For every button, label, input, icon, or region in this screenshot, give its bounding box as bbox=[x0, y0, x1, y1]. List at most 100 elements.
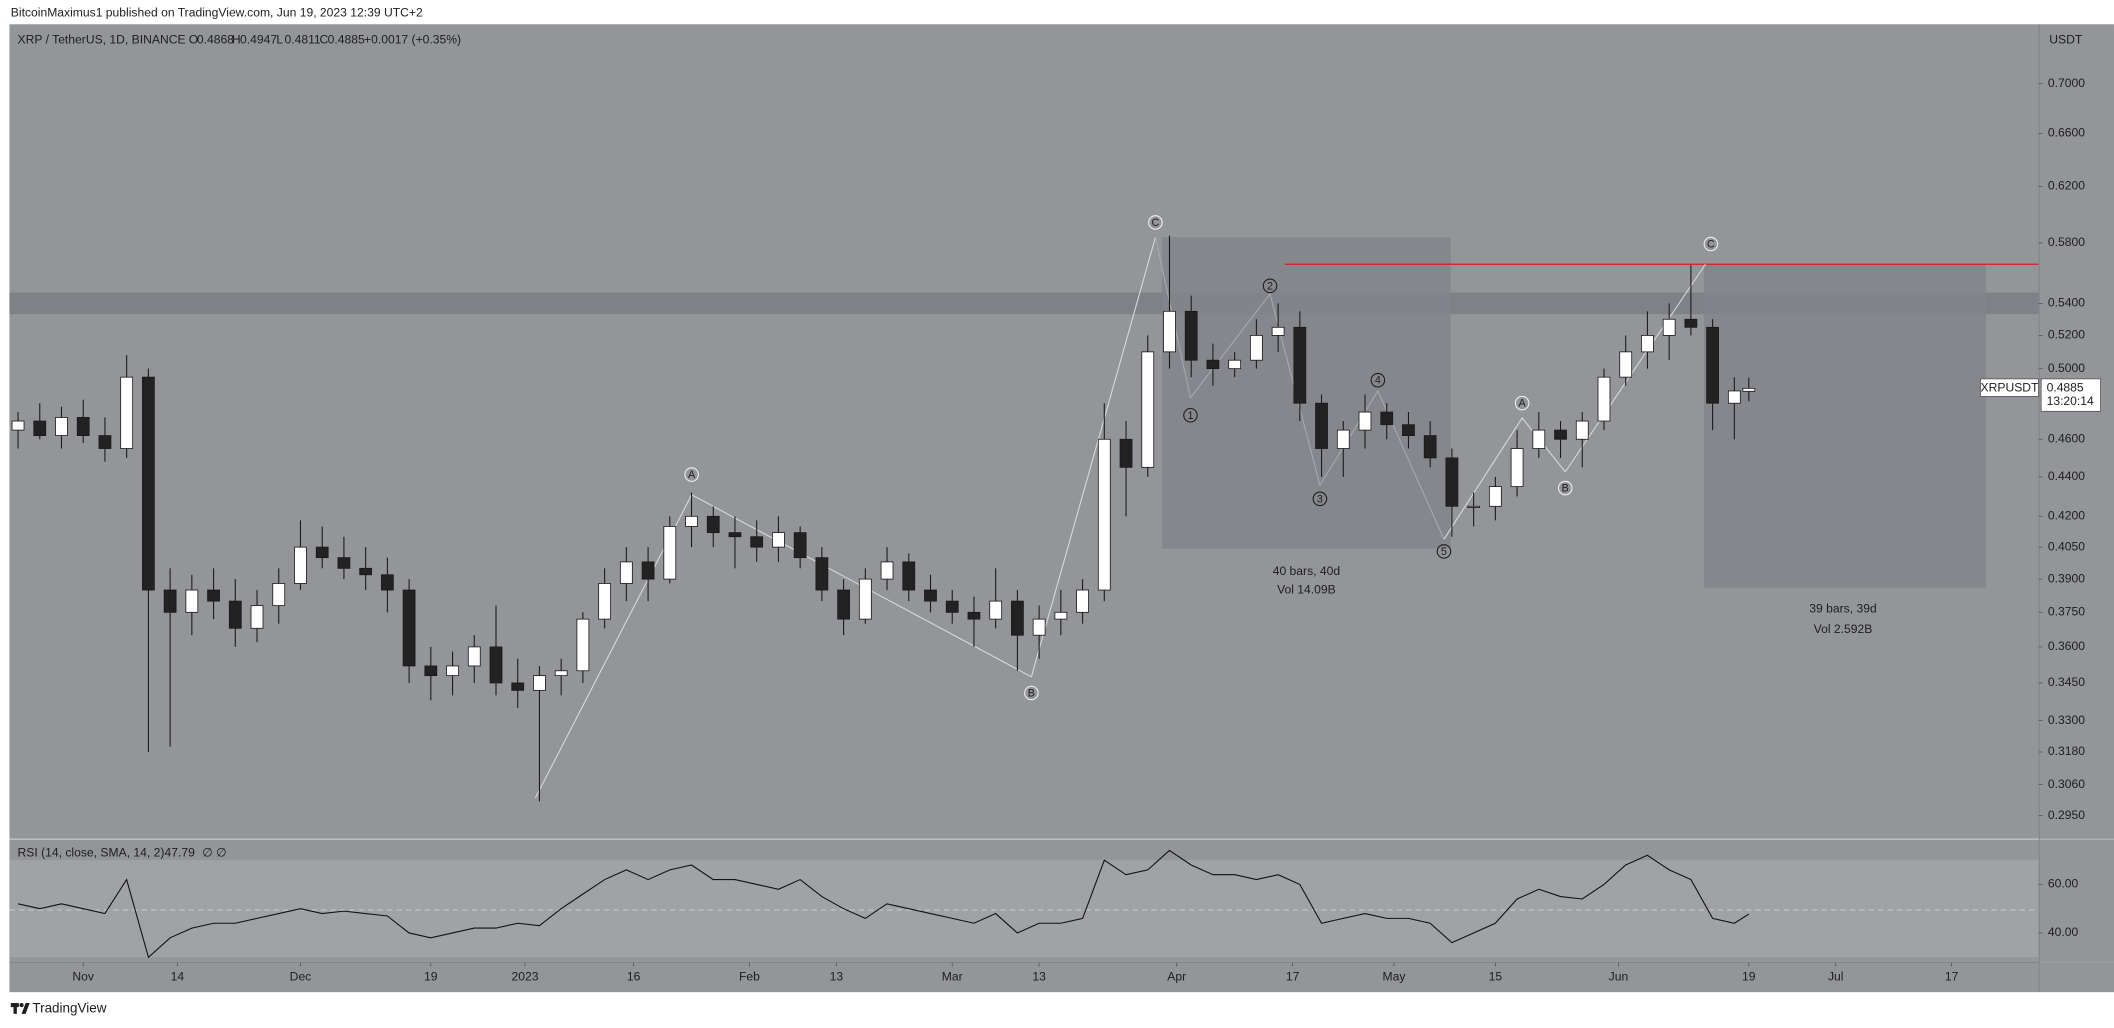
rsi-label: RSI (14, close, SMA, 14, 2) bbox=[18, 846, 165, 860]
candle-body bbox=[294, 546, 307, 584]
candle-body bbox=[1228, 359, 1242, 370]
candle-body bbox=[315, 546, 329, 559]
box-volume: Vol 2.592B bbox=[1814, 622, 1873, 636]
candle-body bbox=[1532, 429, 1546, 449]
price-axis bbox=[2038, 24, 2114, 963]
y-tick-label: 0.5000 bbox=[2048, 361, 2085, 375]
candle-body bbox=[33, 420, 47, 436]
wave-label: C bbox=[1148, 215, 1163, 230]
candle-body bbox=[1445, 457, 1459, 507]
box-volume: Vol 14.09B bbox=[1277, 583, 1336, 597]
x-tick-label: 13 bbox=[830, 970, 844, 984]
y-tick-label: 0.4050 bbox=[2048, 539, 2085, 553]
wave-label: 1 bbox=[1183, 407, 1198, 423]
box-bars: 40 bars, 40d bbox=[1273, 564, 1340, 578]
x-tick-label: Apr bbox=[1167, 970, 1186, 984]
footer bbox=[0, 992, 2114, 1028]
rsi-band bbox=[9, 860, 2039, 958]
candle-body bbox=[706, 515, 720, 534]
rsi-line bbox=[17, 849, 1750, 959]
y-tick-label: 0.3900 bbox=[2048, 571, 2085, 585]
candle-body bbox=[1727, 390, 1741, 404]
candle-body bbox=[207, 589, 220, 602]
wave-label: B bbox=[1024, 685, 1039, 701]
wave-circle bbox=[1262, 278, 1278, 294]
publisher-line: BitcoinMaximus1 published on TradingView… bbox=[11, 6, 423, 20]
candle-body bbox=[1575, 420, 1589, 440]
x-tick-label: Dec bbox=[290, 970, 312, 984]
price-countdown: 13:20:14 bbox=[2047, 394, 2094, 408]
candle-body bbox=[1271, 326, 1285, 336]
ohlc-value: 0.4947 bbox=[240, 33, 277, 47]
candle-body bbox=[1554, 429, 1567, 440]
range-box bbox=[1162, 237, 1451, 549]
candle-body bbox=[250, 605, 264, 629]
ohlc-letter: C bbox=[320, 33, 329, 47]
candle-body bbox=[1097, 438, 1111, 591]
y-tick-label: 0.5800 bbox=[2048, 235, 2085, 249]
brand-name[interactable]: TradingView bbox=[32, 1001, 106, 1016]
y-tick-label: 0.4200 bbox=[2048, 509, 2085, 523]
candle-body bbox=[511, 682, 525, 691]
x-tick-label: Mar bbox=[942, 970, 963, 984]
ohlc-value: 0.4811 bbox=[284, 33, 320, 47]
x-tick-label: 2023 bbox=[511, 970, 538, 984]
candle-body bbox=[1315, 402, 1328, 449]
candle-body bbox=[1684, 318, 1698, 328]
candle-body bbox=[1597, 376, 1611, 422]
candle-body bbox=[1488, 486, 1502, 507]
candle-body bbox=[1380, 411, 1394, 426]
candle-body bbox=[1742, 387, 1756, 392]
time-axis bbox=[9, 962, 2114, 993]
y-tick-label: 0.3600 bbox=[2048, 639, 2085, 653]
price-tag-value: 0.4885 bbox=[2047, 381, 2084, 395]
ohlc-value: 0.4885 bbox=[328, 33, 365, 47]
x-tick-label: 19 bbox=[424, 970, 438, 984]
candle-body bbox=[837, 589, 850, 620]
candle-body bbox=[1250, 335, 1263, 361]
wave-text: 4 bbox=[1375, 375, 1381, 387]
currency-label: USDT bbox=[2049, 33, 2083, 47]
candle-body bbox=[1358, 411, 1372, 431]
candle-body bbox=[1402, 424, 1415, 436]
candle-body bbox=[1141, 351, 1155, 468]
candle-body bbox=[1011, 600, 1024, 636]
candle-body bbox=[772, 532, 785, 548]
wave-label: 5 bbox=[1436, 544, 1452, 559]
candle-body bbox=[359, 567, 373, 576]
overlay: XRP / TetherUS, 1D, BINANCE USDT RSI (14… bbox=[18, 33, 2101, 984]
y-tick-label: 0.2950 bbox=[2048, 808, 2085, 822]
ohlc-letter: H bbox=[232, 33, 241, 47]
candle-body bbox=[272, 583, 286, 606]
candle-body bbox=[1076, 589, 1089, 613]
x-tick-label: May bbox=[1383, 970, 1407, 984]
ohlc-letter: L bbox=[276, 33, 283, 47]
y-tick-label: 0.4400 bbox=[2048, 469, 2085, 483]
wave-text: C bbox=[1707, 239, 1715, 251]
wave-circle bbox=[1557, 480, 1573, 496]
candle-body bbox=[489, 646, 503, 684]
x-tick-label: 17 bbox=[1945, 970, 1959, 984]
candle-body bbox=[1184, 310, 1198, 361]
wave-circle bbox=[684, 467, 699, 482]
candle-body bbox=[120, 376, 134, 449]
candle-body bbox=[1662, 318, 1676, 336]
logo-part bbox=[13, 1003, 17, 1014]
candle-body bbox=[902, 561, 916, 591]
candle-body bbox=[793, 532, 807, 559]
candle-body bbox=[750, 536, 764, 548]
rsi-value: 47.79 bbox=[164, 846, 195, 860]
rsi-tick-label: 40.00 bbox=[2048, 925, 2079, 939]
y-tick-label: 0.6600 bbox=[2048, 126, 2085, 140]
logo-part bbox=[19, 1003, 24, 1008]
candle-body bbox=[163, 589, 177, 613]
y-tick-label: 0.7000 bbox=[2048, 76, 2085, 90]
wave-text: C bbox=[1152, 217, 1160, 229]
wave-text: 1 bbox=[1187, 410, 1193, 422]
wave-circle bbox=[1024, 685, 1039, 701]
candles bbox=[11, 235, 1756, 959]
candle-body bbox=[424, 665, 438, 677]
chart-frame bbox=[9, 24, 2114, 993]
